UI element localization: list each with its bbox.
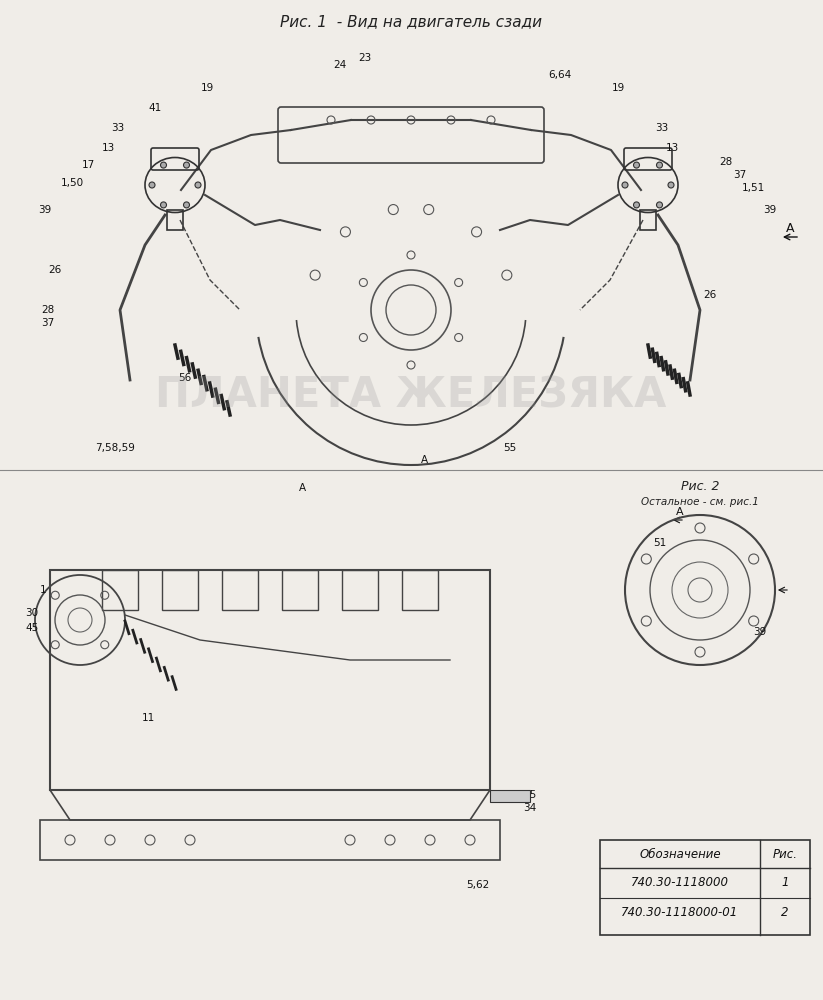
Text: 37: 37	[41, 318, 54, 328]
Bar	[640, 210, 656, 230]
Text: 19: 19	[611, 83, 625, 93]
Circle shape	[657, 162, 663, 168]
Text: 17: 17	[81, 160, 95, 170]
Text: Рис. 2: Рис. 2	[681, 481, 719, 493]
Bar	[342, 570, 378, 610]
Circle shape	[160, 162, 166, 168]
Circle shape	[634, 202, 639, 208]
Circle shape	[184, 162, 189, 168]
Circle shape	[149, 182, 155, 188]
Text: A: A	[786, 222, 794, 235]
Circle shape	[160, 202, 166, 208]
Bar	[490, 790, 530, 802]
Text: 51: 51	[653, 538, 667, 548]
Text: 28: 28	[41, 305, 54, 315]
Text: 23: 23	[358, 53, 372, 63]
Circle shape	[622, 182, 628, 188]
Text: 33: 33	[111, 123, 124, 133]
Bar	[600, 840, 810, 935]
Bar	[50, 570, 490, 790]
Bar	[402, 570, 438, 610]
Text: 740.30-1118000-01: 740.30-1118000-01	[621, 906, 738, 920]
Text: 45: 45	[26, 623, 39, 633]
Bar	[167, 210, 183, 230]
Bar	[162, 570, 198, 610]
Bar	[102, 570, 138, 610]
Text: Остальное - см. рис.1: Остальное - см. рис.1	[641, 497, 759, 507]
Text: 1: 1	[781, 876, 788, 890]
Bar	[282, 570, 318, 610]
Text: 24: 24	[333, 60, 346, 70]
Text: 28: 28	[719, 157, 732, 167]
Text: 41: 41	[148, 103, 161, 113]
Text: 26: 26	[704, 290, 717, 300]
Circle shape	[668, 182, 674, 188]
Text: Рис. 1  - Вид на двигатель сзади: Рис. 1 - Вид на двигатель сзади	[280, 14, 542, 29]
Text: ПЛАНЕТА ЖЕЛЕЗЯКА: ПЛАНЕТА ЖЕЛЕЗЯКА	[156, 374, 667, 416]
Text: 5,62: 5,62	[467, 880, 490, 890]
Text: 39: 39	[753, 627, 767, 637]
Text: 740.30-1118000: 740.30-1118000	[631, 876, 729, 890]
Text: 33: 33	[655, 123, 668, 133]
Text: 1,50: 1,50	[60, 178, 84, 188]
Bar	[222, 570, 258, 610]
Text: Рис.: Рис.	[773, 848, 797, 860]
Text: 15: 15	[523, 790, 537, 800]
Text: 13: 13	[665, 143, 679, 153]
Circle shape	[657, 202, 663, 208]
Circle shape	[634, 162, 639, 168]
Text: 2: 2	[781, 906, 788, 920]
Text: 1,51: 1,51	[742, 183, 765, 193]
Text: 19: 19	[200, 83, 214, 93]
Circle shape	[195, 182, 201, 188]
Text: А: А	[421, 455, 428, 465]
Text: 1: 1	[40, 585, 46, 595]
Text: 11: 11	[142, 713, 155, 723]
Text: 13: 13	[101, 143, 114, 153]
Text: 37: 37	[733, 170, 746, 180]
Text: 55: 55	[504, 443, 517, 453]
Text: А: А	[299, 483, 305, 493]
Circle shape	[184, 202, 189, 208]
Text: 26: 26	[49, 265, 62, 275]
Text: 39: 39	[39, 205, 52, 215]
Text: 6,64: 6,64	[548, 70, 572, 80]
Text: А: А	[677, 507, 684, 517]
Text: 56: 56	[179, 373, 192, 383]
Text: 39: 39	[764, 205, 777, 215]
Text: 30: 30	[26, 608, 39, 618]
Bar	[40, 820, 500, 860]
Text: 7,58,59: 7,58,59	[95, 443, 135, 453]
Text: Обозначение: Обозначение	[639, 848, 721, 860]
Text: 34: 34	[523, 803, 537, 813]
